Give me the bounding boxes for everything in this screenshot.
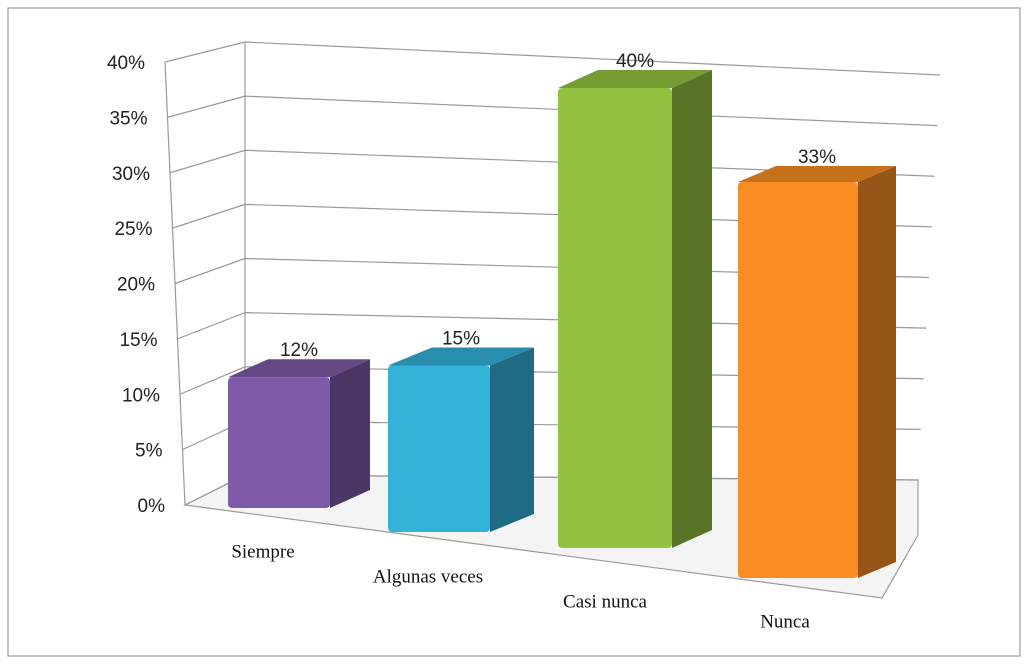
value-label: 40%	[616, 51, 654, 72]
bar-top	[558, 70, 712, 88]
x-tick-label: Nunca	[760, 611, 810, 632]
y-tick-label: 30%	[112, 164, 150, 185]
x-tick-label: Siempre	[231, 541, 294, 562]
bar-top	[228, 359, 370, 378]
y-tick-label: 25%	[114, 219, 152, 240]
y-tick-label: 10%	[122, 385, 160, 406]
bar	[738, 182, 858, 578]
y-tick-label: 40%	[107, 53, 145, 74]
bar	[388, 365, 490, 532]
bar-side	[490, 347, 534, 532]
value-label: 15%	[442, 329, 480, 350]
bar-side	[672, 70, 712, 548]
value-label: 12%	[280, 340, 318, 361]
bar-side	[858, 166, 896, 578]
bar-top	[388, 347, 534, 366]
value-label: 33%	[798, 147, 836, 168]
x-tick-label: Casi nunca	[563, 591, 647, 612]
bar	[558, 88, 672, 548]
bar-top	[738, 166, 896, 182]
y-tick-label: 20%	[117, 275, 155, 296]
y-tick-label: 35%	[109, 108, 147, 129]
y-tick-label: 15%	[119, 330, 157, 351]
y-axis	[164, 61, 186, 506]
x-tick-label: Algunas veces	[373, 566, 483, 587]
bar	[228, 377, 330, 508]
y-tick-label: 0%	[138, 496, 166, 517]
y-tick-label: 5%	[135, 441, 163, 462]
bar-side	[330, 359, 370, 508]
